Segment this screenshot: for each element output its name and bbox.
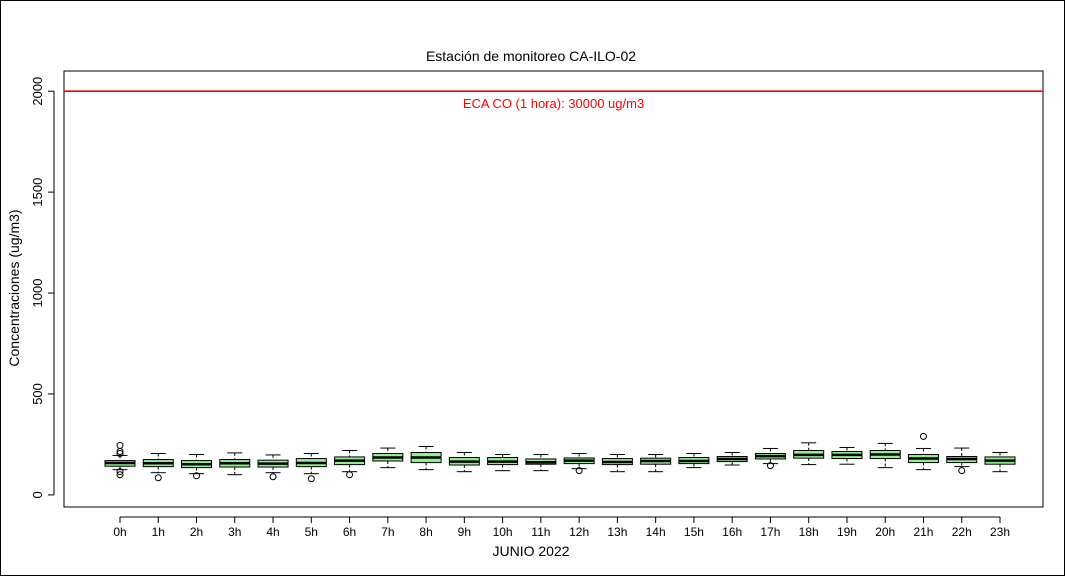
box-5h xyxy=(295,453,327,483)
box-2h xyxy=(181,454,213,480)
x-tick-label: 6h xyxy=(343,525,356,539)
box-13h xyxy=(601,454,633,473)
outlier-point xyxy=(269,473,277,481)
box-10h xyxy=(487,454,519,472)
x-tick-label: 0h xyxy=(113,525,126,539)
x-tick-label: 1h xyxy=(152,525,165,539)
chart-title: Estación de monitoreo CA-ILO-02 xyxy=(426,48,636,64)
x-tick-label: 4h xyxy=(266,525,279,539)
outlier-point xyxy=(958,467,966,475)
outlier-point xyxy=(116,471,124,479)
x-tick-label: 18h xyxy=(799,525,819,539)
box-22h xyxy=(946,447,978,475)
outlier-point xyxy=(116,441,124,449)
x-tick-label: 3h xyxy=(228,525,241,539)
reference-line-group: ECA CO (1 hora): 30000 ug/m3 xyxy=(64,90,1043,111)
outlier-point xyxy=(766,462,774,470)
box-18h xyxy=(793,442,825,466)
outlier-point xyxy=(116,450,124,458)
outlier-point xyxy=(307,475,315,483)
y-axis-title: Concentraciones (ug/m3) xyxy=(6,209,22,366)
box-0h xyxy=(104,441,136,479)
y-axis: 0 500 1000 1500 2000 xyxy=(30,77,55,499)
x-tick-label: 13h xyxy=(607,525,627,539)
x-tick-label: 7h xyxy=(381,525,394,539)
outlier-point xyxy=(346,471,354,479)
y-tick-label: 1000 xyxy=(30,279,45,308)
box-7h xyxy=(372,447,404,469)
box-series xyxy=(104,432,1016,483)
box-17h xyxy=(754,447,786,470)
outlier-point xyxy=(575,467,583,475)
x-tick-label: 12h xyxy=(569,525,589,539)
outlier-point xyxy=(116,468,124,476)
box-3h xyxy=(219,452,251,476)
x-tick-label: 8h xyxy=(419,525,432,539)
y-tick-label: 500 xyxy=(30,383,45,405)
x-tick-label: 5h xyxy=(305,525,318,539)
x-tick-label: 21h xyxy=(913,525,933,539)
x-tick-label: 20h xyxy=(875,525,895,539)
x-tick-label: 14h xyxy=(646,525,666,539)
y-tick-label: 2000 xyxy=(30,77,45,106)
box-8h xyxy=(410,445,442,471)
outlier-point xyxy=(919,432,927,440)
box-16h xyxy=(716,452,748,466)
box-19h xyxy=(831,446,863,465)
x-tick-label: 11h xyxy=(531,525,550,539)
x-axis: 0h 1h 2h 3h 4h 5h 6h 7h 8h 9h 10h 11h 12h 13h 14h 15h 16… xyxy=(113,516,1010,539)
x-tick-label: 17h xyxy=(760,525,780,539)
y-tick-label: 1500 xyxy=(30,178,45,207)
outlier-point xyxy=(154,474,162,482)
x-tick-label: 15h xyxy=(684,525,704,539)
box-14h xyxy=(640,454,672,473)
x-axis-title: JUNIO 2022 xyxy=(492,543,569,559)
x-tick-label: 22h xyxy=(952,525,972,539)
x-tick-label: 19h xyxy=(837,525,857,539)
box-6h xyxy=(334,449,366,479)
box-9h xyxy=(448,452,480,473)
y-tick-label: 0 xyxy=(30,491,45,498)
outlier-point xyxy=(193,472,201,480)
x-tick-label: 9h xyxy=(458,525,471,539)
x-tick-label: 2h xyxy=(190,525,203,539)
plot-area-border xyxy=(63,70,1044,508)
reference-line-label: ECA CO (1 hora): 30000 ug/m3 xyxy=(463,96,644,111)
box-15h xyxy=(678,453,710,469)
box-12h xyxy=(563,453,595,475)
x-tick-label: 23h xyxy=(990,525,1010,539)
box-23h xyxy=(984,452,1016,473)
box-21h xyxy=(907,432,939,471)
box-4h xyxy=(257,454,289,481)
box-1h xyxy=(142,453,174,482)
x-tick-label: 16h xyxy=(722,525,742,539)
box-20h xyxy=(869,442,901,469)
box-11h xyxy=(525,454,557,472)
x-tick-label: 10h xyxy=(493,525,513,539)
